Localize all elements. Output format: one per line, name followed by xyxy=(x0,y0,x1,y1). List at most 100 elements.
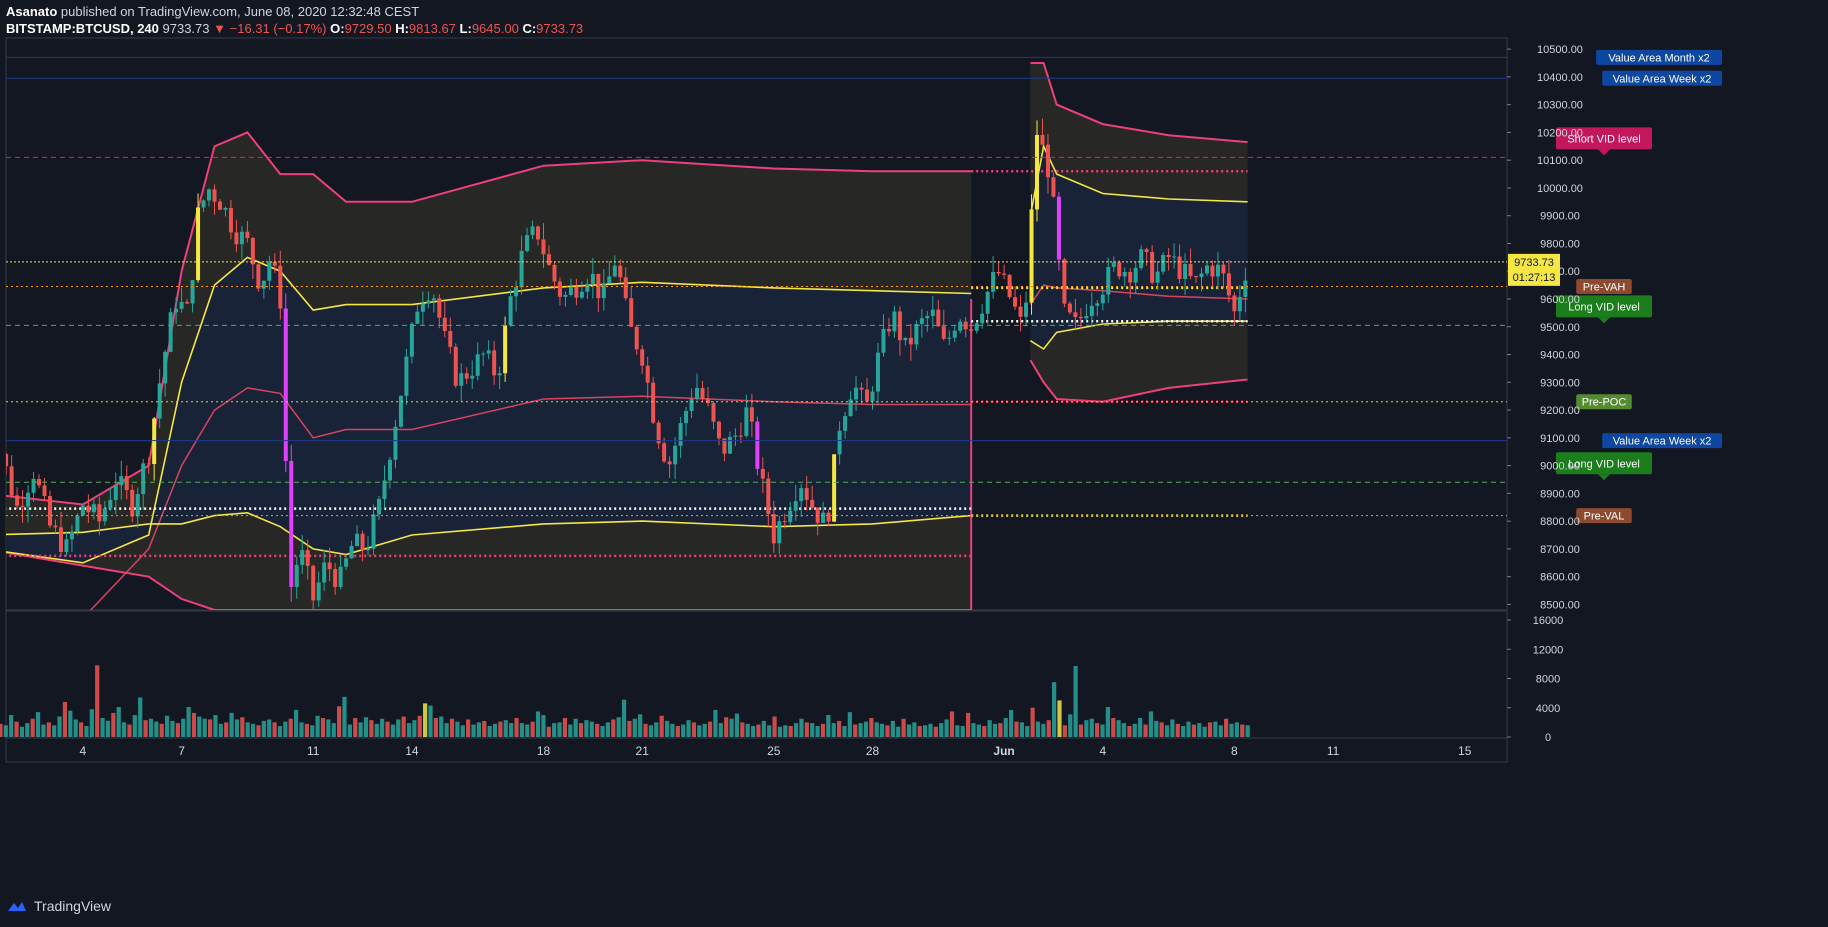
candle xyxy=(612,255,617,278)
volume-bar xyxy=(1207,722,1213,737)
volume-bar xyxy=(1068,714,1073,737)
candle xyxy=(97,496,102,536)
volume-bar xyxy=(148,718,154,737)
volume-bar xyxy=(944,719,949,737)
candle xyxy=(486,340,491,360)
volume-bar xyxy=(401,716,406,737)
candle xyxy=(217,198,222,210)
volume-bar xyxy=(406,723,412,737)
level-label-text: Short VID level xyxy=(1567,133,1640,145)
open-label: O: xyxy=(330,21,345,36)
volume-bar xyxy=(955,725,960,737)
footer-brand[interactable]: TradingView xyxy=(6,898,111,914)
candle xyxy=(42,477,47,500)
candle xyxy=(404,349,409,406)
candle xyxy=(673,437,678,480)
volume-bar xyxy=(105,720,111,737)
volume-bar xyxy=(175,723,180,737)
last-price-tag-price: 9733.73 xyxy=(1514,257,1554,269)
low-value: 9645.00 xyxy=(471,21,519,36)
candle xyxy=(1139,245,1144,271)
author-name[interactable]: Asanato xyxy=(6,4,58,19)
volume-bar xyxy=(154,721,159,737)
volume-bar xyxy=(525,724,530,737)
candle xyxy=(727,431,732,455)
price-tick-label: 9800.00 xyxy=(1540,238,1580,250)
volume-bar xyxy=(159,723,164,737)
volume-bar xyxy=(1041,723,1046,737)
candle xyxy=(431,294,436,313)
price-tick-label: 9000.00 xyxy=(1540,461,1580,473)
volume-bar xyxy=(917,726,922,737)
volume-bar xyxy=(1143,724,1148,737)
candle xyxy=(810,485,815,510)
volume-bar xyxy=(191,712,197,737)
volume-bar xyxy=(519,723,524,737)
volume-bar xyxy=(428,705,433,737)
level-label: Pre-POC xyxy=(1576,394,1632,410)
candle xyxy=(26,485,31,523)
volume-bar xyxy=(471,724,476,737)
volume-bar xyxy=(315,715,320,737)
time-tick-label: 8 xyxy=(1231,744,1238,758)
candle xyxy=(333,562,338,595)
candle xyxy=(448,317,453,354)
candle xyxy=(272,253,277,273)
volume-bar xyxy=(761,720,766,737)
price-tick-label: 10400.00 xyxy=(1537,72,1583,84)
candle xyxy=(245,221,250,243)
volume-bar xyxy=(734,713,740,737)
candle xyxy=(75,513,80,536)
level-label: Value Area Month x2 xyxy=(1596,49,1722,65)
volume-bar xyxy=(1245,725,1250,737)
volume-bar xyxy=(836,720,842,737)
volume-bar xyxy=(659,715,664,737)
candle xyxy=(799,484,804,517)
volume-bar xyxy=(213,715,218,737)
volume-bar xyxy=(299,722,304,737)
candle xyxy=(557,277,562,306)
volume-bar xyxy=(304,723,309,737)
candle xyxy=(305,539,310,580)
volume-bar xyxy=(25,723,30,737)
time-tick-label: 4 xyxy=(1099,744,1106,758)
candle xyxy=(415,305,420,325)
candle xyxy=(152,417,157,481)
candle xyxy=(585,278,590,299)
time-tick-label: 14 xyxy=(405,744,419,758)
volume-bar xyxy=(277,726,283,737)
volume-bar xyxy=(1078,724,1084,737)
candle xyxy=(870,386,875,410)
volume-bar xyxy=(1105,707,1110,737)
volume-bar xyxy=(272,722,277,737)
candle xyxy=(316,571,321,607)
volume-bar xyxy=(466,719,471,737)
candle xyxy=(733,428,738,447)
candle xyxy=(892,305,897,338)
candle xyxy=(53,519,58,534)
candle xyxy=(327,547,332,582)
volume-bar xyxy=(535,711,541,737)
volume-bar xyxy=(320,717,326,737)
symbol-name[interactable]: BITSTAMP:BTCUSD, 240 xyxy=(6,21,159,36)
candle xyxy=(135,487,140,528)
volume-bar xyxy=(9,715,14,737)
candle xyxy=(634,324,639,355)
candle xyxy=(278,250,283,320)
candle xyxy=(503,316,508,382)
candle xyxy=(930,295,935,329)
volume-bar xyxy=(1019,722,1024,737)
month-inner-band xyxy=(6,257,972,563)
candle xyxy=(1221,262,1226,288)
volume-bar xyxy=(1229,723,1234,737)
price-tick-label: 8500.00 xyxy=(1540,599,1580,611)
candle xyxy=(250,236,255,280)
volume-bar xyxy=(1084,720,1089,737)
volume-bar xyxy=(976,724,981,737)
volume-bar xyxy=(294,709,299,737)
volume-bar xyxy=(353,717,358,737)
price-tick-label: 9300.00 xyxy=(1540,377,1580,389)
candle xyxy=(355,525,360,547)
volume-bar xyxy=(697,725,702,737)
